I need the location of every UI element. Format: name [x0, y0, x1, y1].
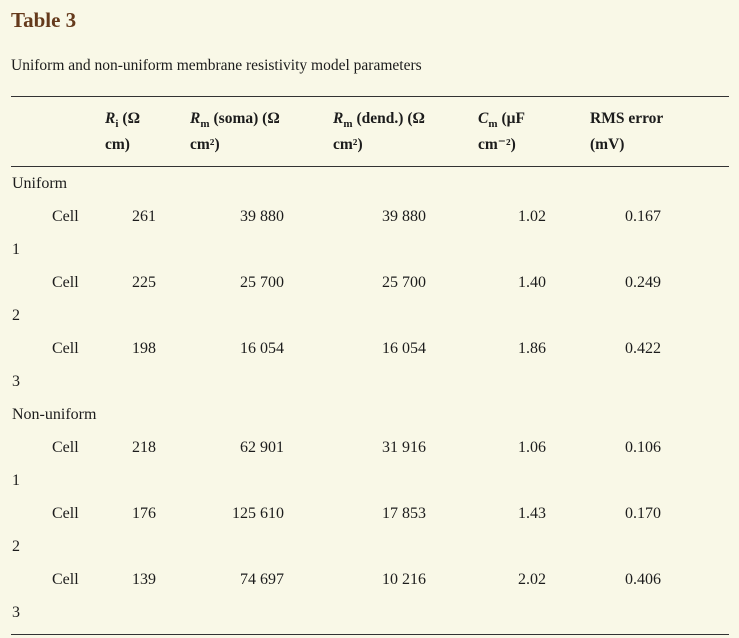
cell-cm: 1.02 — [518, 208, 546, 225]
cell-rm-soma: 39 880 — [240, 208, 284, 225]
cell-rm-dend: 16 054 — [382, 340, 426, 357]
cell-ri: 261 — [132, 208, 156, 225]
row-label: Cell 3 — [12, 571, 79, 621]
cell-ri: 139 — [132, 571, 156, 588]
cell-ri: 198 — [132, 340, 156, 357]
cell-rms-error: 0.170 — [625, 505, 661, 522]
row-label: Cell 2 — [12, 505, 79, 555]
header-row: Ri (Ω cm) Rm (soma) (Ω cm²) Rm (dend.) (Ω c… — [11, 96, 729, 167]
row-label: Cell 2 — [12, 274, 79, 324]
section-label: Uniform — [12, 175, 68, 192]
cell-rm-dend: 39 880 — [382, 208, 426, 225]
cell-cm: 1.43 — [518, 505, 546, 522]
cell-ri: 218 — [132, 439, 156, 456]
table-row: Cell 1 218 62 901 31 916 1.06 0.106 — [11, 431, 729, 497]
row-label: Cell 1 — [12, 208, 79, 258]
column-header-rm-dend: Rm (dend.) (Ω cm²) — [299, 96, 441, 167]
cell-rm-soma: 74 697 — [240, 571, 284, 588]
cell-rms-error: 0.406 — [625, 571, 661, 588]
cell-rm-soma: 125 610 — [232, 505, 284, 522]
column-header-rms-error: RMS error (mV) — [561, 96, 729, 167]
section-label: Non-uniform — [12, 406, 97, 423]
table-row: Cell 1 261 39 880 39 880 1.02 0.167 — [11, 200, 729, 266]
cell-cm: 1.40 — [518, 274, 546, 291]
table-row: Cell 3 198 16 054 16 054 1.86 0.422 — [11, 332, 729, 398]
table-row: Cell 2 225 25 700 25 700 1.40 0.249 — [11, 266, 729, 332]
column-header-ri: Ri (Ω cm) — [81, 96, 171, 167]
cell-cm: 1.06 — [518, 439, 546, 456]
cell-rm-dend: 25 700 — [382, 274, 426, 291]
table-row: Cell 3 139 74 697 10 216 2.02 0.406 — [11, 563, 729, 635]
column-header-cm: Cm (μF cm⁻²) — [441, 96, 561, 167]
page-title: Table 3 — [11, 8, 77, 32]
column-header-empty — [11, 96, 81, 167]
cell-rm-soma: 25 700 — [240, 274, 284, 291]
section-row-non-uniform: Non-uniform — [11, 398, 729, 431]
cell-rm-soma: 16 054 — [240, 340, 284, 357]
cell-ri: 176 — [132, 505, 156, 522]
row-label: Cell 1 — [12, 439, 79, 489]
cell-cm: 1.86 — [518, 340, 546, 357]
cell-rms-error: 0.106 — [625, 439, 661, 456]
cell-rms-error: 0.167 — [625, 208, 661, 225]
table-row: Cell 2 176 125 610 17 853 1.43 0.170 — [11, 497, 729, 563]
row-label: Cell 3 — [12, 340, 79, 390]
cell-rms-error: 0.422 — [625, 340, 661, 357]
table-caption: Uniform and non-uniform membrane resisti… — [11, 57, 422, 74]
cell-rms-error: 0.249 — [625, 274, 661, 291]
cell-rm-soma: 62 901 — [240, 439, 284, 456]
cell-rm-dend: 31 916 — [382, 439, 426, 456]
column-header-rm-soma: Rm (soma) (Ω cm²) — [171, 96, 299, 167]
cell-rm-dend: 17 853 — [382, 505, 426, 522]
cell-ri: 225 — [132, 274, 156, 291]
cell-cm: 2.02 — [518, 571, 546, 588]
section-row-uniform: Uniform — [11, 167, 729, 201]
cell-rm-dend: 10 216 — [382, 571, 426, 588]
data-table: Ri (Ω cm) Rm (soma) (Ω cm²) Rm (dend.) (Ω c… — [11, 96, 729, 635]
